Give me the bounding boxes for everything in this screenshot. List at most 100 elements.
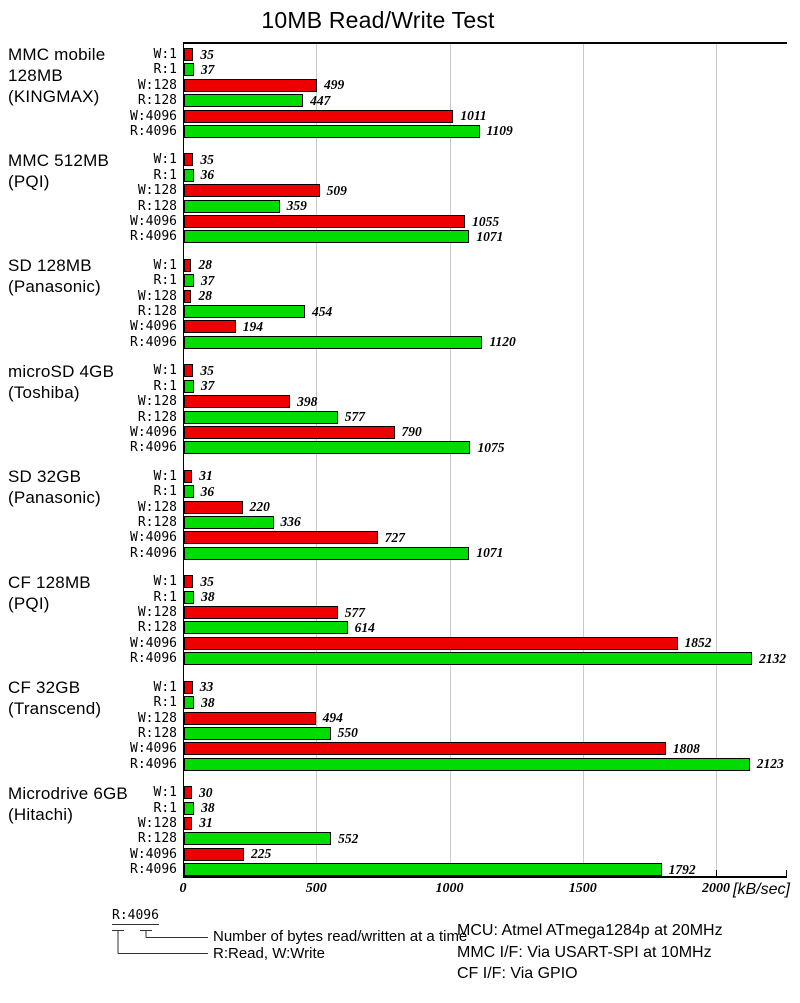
read-bar bbox=[184, 832, 332, 846]
bar-value-label: 35 bbox=[200, 573, 214, 589]
gridline-500 bbox=[316, 44, 318, 876]
read-bar bbox=[184, 652, 753, 666]
bar-row: W:1 35 bbox=[154, 573, 787, 589]
bar-category-label: W:4096 bbox=[130, 424, 177, 440]
bar-row: R:128 577 bbox=[138, 409, 787, 425]
bar-row: R:128 614 bbox=[138, 620, 787, 635]
bar-value-label: 28 bbox=[198, 257, 212, 273]
write-bar bbox=[184, 786, 192, 800]
bar-value-label: 2123 bbox=[756, 756, 784, 772]
bar-row: R:1 36 bbox=[154, 167, 787, 182]
write-bar bbox=[184, 531, 378, 545]
bar-row: W:4096 194 bbox=[130, 318, 787, 334]
bar-row: W:4096 1808 bbox=[130, 741, 787, 756]
write-bar bbox=[184, 395, 291, 409]
bar-value-label: 1120 bbox=[489, 334, 516, 350]
bar-row: R:4096 1120 bbox=[130, 334, 787, 350]
read-bar bbox=[184, 379, 194, 393]
device-label-line: (Toshiba) bbox=[8, 382, 80, 402]
bar-category-label: W:128 bbox=[137, 77, 177, 93]
bar-group: W:1 30 R:1 38 W:128 31 R:128 552 W:4096 225 R:4096… bbox=[130, 785, 787, 877]
bar-value-label: 37 bbox=[200, 272, 215, 288]
device-label-line: CF 128MB bbox=[8, 572, 91, 592]
bar-row: R:4096 1109 bbox=[130, 123, 787, 139]
device-label-line: MMC 512MB bbox=[8, 150, 109, 170]
bar-row: R:1 36 bbox=[154, 484, 787, 499]
bar-value-label: 509 bbox=[326, 182, 347, 198]
plot-area: W:1 35 R:1 37 W:128 499 R:128 447 W:4096 1011 R:40… bbox=[130, 42, 787, 878]
read-bar bbox=[184, 757, 750, 771]
bar-category-label: R:4096 bbox=[130, 123, 177, 139]
chart-title: 10MB Read/Write Test bbox=[261, 7, 495, 33]
bar-row: W:4096 1055 bbox=[130, 213, 787, 229]
bar-row: W:4096 727 bbox=[130, 530, 787, 545]
bar-value-label: 550 bbox=[337, 725, 358, 741]
bar-value-label: 1852 bbox=[684, 635, 712, 651]
device-label: SD 128MB (Panasonic) bbox=[8, 255, 101, 297]
read-bar bbox=[184, 124, 480, 138]
bar-category-label: W:4096 bbox=[130, 846, 177, 862]
bar-value-label: 31 bbox=[199, 468, 213, 484]
write-bar bbox=[184, 680, 193, 694]
bar-value-label: 359 bbox=[286, 198, 307, 214]
bar-category-label: R:1 bbox=[153, 167, 177, 183]
bar-category-label: R:128 bbox=[137, 304, 177, 320]
write-bar bbox=[184, 258, 192, 272]
bar-group: W:1 35 R:1 37 W:128 398 R:128 577 W:4096 790 R:409… bbox=[130, 363, 787, 455]
device-label-line: (KINGMAX) bbox=[8, 87, 100, 106]
bar-row: R:1 37 bbox=[154, 272, 787, 288]
bar-category-label: W:4096 bbox=[130, 214, 177, 230]
bar-row: R:4096 2132 bbox=[130, 651, 787, 666]
x-axis-tick-label-0: 0 bbox=[179, 881, 187, 896]
write-bar bbox=[184, 289, 192, 303]
bar-row: W:128 220 bbox=[138, 499, 787, 514]
bar-category-label: R:4096 bbox=[130, 545, 177, 561]
bar-category-label: W:128 bbox=[137, 499, 177, 515]
bar-row: W:4096 790 bbox=[130, 424, 787, 439]
bar-category-label: R:128 bbox=[137, 514, 177, 530]
bar-row: R:1 38 bbox=[154, 694, 787, 710]
bar-value-label: 1071 bbox=[476, 228, 504, 244]
read-bar bbox=[184, 726, 331, 740]
write-bar bbox=[184, 184, 320, 198]
device-label-line: MMC mobile bbox=[8, 45, 106, 64]
device-label: Microdrive 6GB (Hitachi) bbox=[8, 783, 128, 825]
axis-tick-end bbox=[786, 870, 787, 876]
read-bar bbox=[184, 441, 471, 455]
device-label: CF 128MB (PQI) bbox=[8, 572, 91, 614]
write-bar bbox=[184, 711, 316, 725]
bar-category-label: R:4096 bbox=[130, 651, 177, 667]
bar-category-label: R:1 bbox=[153, 695, 177, 711]
gridline-2000 bbox=[716, 44, 717, 876]
bar-category-label: W:128 bbox=[137, 605, 177, 621]
bar-value-label: 1055 bbox=[472, 213, 500, 229]
device-label-line: SD 32GB bbox=[8, 467, 82, 486]
device-label-line: CF 32GB bbox=[8, 678, 81, 697]
bar-group: W:1 28 R:1 37 W:128 28 R:128 454 W:4096 194 R:4096… bbox=[130, 257, 787, 350]
bar-category-label: R:1 bbox=[153, 800, 177, 816]
bar-value-label: 194 bbox=[242, 318, 263, 334]
bar-value-label: 28 bbox=[198, 288, 212, 304]
bar-row: W:4096 1852 bbox=[130, 635, 787, 651]
bar-value-label: 38 bbox=[201, 694, 215, 710]
axis-tick-2000 bbox=[716, 870, 717, 876]
bar-value-label: 336 bbox=[280, 514, 301, 530]
bar-row: W:1 35 bbox=[154, 152, 787, 167]
device-label-line: SD 128MB bbox=[8, 256, 92, 275]
read-bar bbox=[184, 801, 195, 815]
bar-value-label: 577 bbox=[344, 409, 366, 425]
bar-value-label: 1109 bbox=[486, 123, 513, 139]
legend-connector-lines bbox=[112, 930, 208, 954]
read-bar bbox=[184, 335, 483, 349]
read-bar bbox=[184, 410, 338, 424]
bar-row: R:128 454 bbox=[138, 304, 787, 319]
bar-row: W:1 31 bbox=[154, 468, 787, 484]
bar-row: W:1 35 bbox=[154, 47, 787, 62]
hardware-notes: MCU: Atmel ATmega1284p at 20MHz MMC I/F:… bbox=[457, 920, 723, 985]
read-bar bbox=[184, 199, 280, 213]
read-bar bbox=[184, 590, 195, 604]
write-bar bbox=[184, 425, 395, 439]
bar-value-label: 398 bbox=[297, 393, 318, 409]
bar-category-label: R:1 bbox=[153, 62, 177, 78]
bar-category-label: R:128 bbox=[137, 725, 177, 741]
